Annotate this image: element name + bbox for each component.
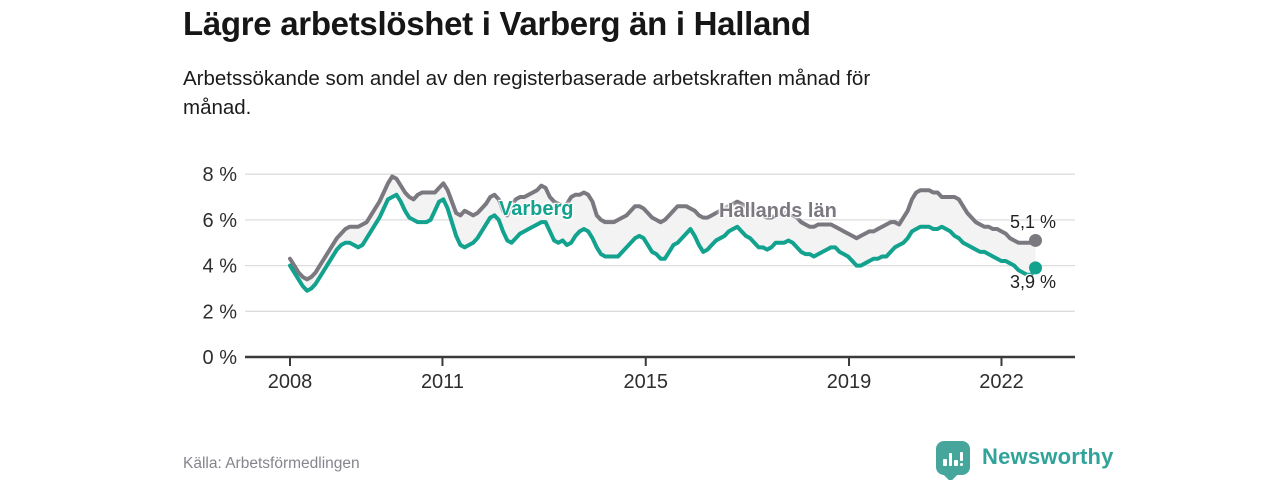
x-axis-label: 2011 bbox=[421, 371, 464, 393]
bar-chart-bubble-icon bbox=[936, 441, 970, 475]
series-fill-area bbox=[290, 176, 1036, 291]
varberg-series-label: Varberg bbox=[499, 198, 574, 220]
chart-title: Lägre arbetslöshet i Varberg än i Hallan… bbox=[183, 5, 811, 42]
y-axis-label: 4 % bbox=[203, 256, 238, 278]
source-note: Källa: Arbetsförmedlingen bbox=[183, 455, 360, 472]
y-axis-label: 6 % bbox=[203, 210, 238, 232]
y-axis-label: 0 % bbox=[203, 347, 238, 369]
varberg-end-dot bbox=[1029, 261, 1042, 275]
hallands-lan-end-value: 5,1 % bbox=[1010, 212, 1057, 232]
x-axis-label: 2008 bbox=[268, 371, 313, 393]
y-axis-label: 8 % bbox=[203, 164, 238, 186]
hallands-lan-series-label: Hallands län bbox=[719, 200, 837, 222]
hallands-lan-line bbox=[288, 174, 1038, 282]
chart-subtitle: Arbetssökande som andel av den registerb… bbox=[183, 67, 871, 119]
x-axis-label: 2022 bbox=[979, 371, 1024, 393]
hallands-lan-end-dot bbox=[1029, 233, 1042, 247]
x-axis-label: 2015 bbox=[623, 371, 668, 393]
y-axis-label: 2 % bbox=[203, 301, 238, 323]
newsworthy-logo: Newsworthy bbox=[936, 441, 1116, 480]
newsworthy-logo-text: Newsworthy bbox=[982, 444, 1114, 469]
x-axis-label: 2019 bbox=[827, 371, 872, 393]
varberg-line bbox=[288, 192, 1038, 293]
varberg-end-value: 3,9 % bbox=[1010, 272, 1057, 292]
